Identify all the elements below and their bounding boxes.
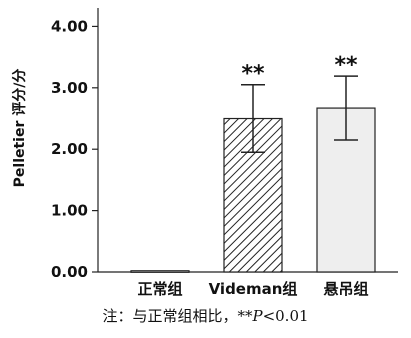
significance-mark-2: ** [241, 62, 265, 87]
category-label-3: 悬吊组 [323, 280, 368, 298]
footnote-suffix: <0.01 [262, 307, 309, 325]
category-label-2: Videman组 [209, 280, 298, 298]
y-tick-label: 0.00 [51, 263, 88, 281]
bars [130, 75, 376, 273]
y-tick-label: 2.00 [51, 140, 88, 158]
footnote-p-symbol: P [252, 307, 263, 325]
y-tick-label: 1.00 [51, 202, 88, 220]
y-tick-label: 4.00 [51, 17, 88, 35]
y-tick-label: 3.00 [51, 79, 88, 97]
bar-1 [130, 270, 190, 273]
footnote-prefix: 注：与正常组相比，** [102, 307, 253, 325]
y-axis-label: Pelletier 评分/分 [12, 69, 28, 188]
category-label-1: 正常组 [137, 280, 182, 298]
significance-mark-3: ** [334, 53, 358, 78]
footnote: 注：与正常组相比，**P<0.01 [0, 305, 411, 326]
